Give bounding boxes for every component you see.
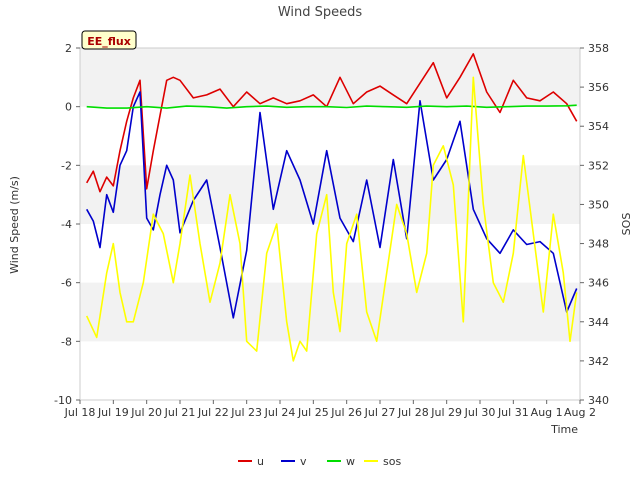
- x-tick-label: Aug 1: [531, 406, 563, 419]
- y2-tick-label: 352: [588, 159, 609, 172]
- y2-tick-label: 356: [588, 81, 609, 94]
- x-tick-label: Jul 21: [164, 406, 196, 419]
- x-tick-label: Jul 24: [264, 406, 296, 419]
- y-tick-label: -4: [61, 218, 72, 231]
- y2-tick-label: 346: [588, 277, 609, 290]
- x-tick-label: Jul 31: [497, 406, 529, 419]
- background-band: [80, 282, 580, 342]
- y-axis-label: Wind Speed (m/s): [8, 176, 21, 274]
- x-tick-label: Jul 28: [397, 406, 429, 419]
- site-badge-box: [81, 30, 137, 50]
- y-tick-label: -10: [54, 394, 72, 407]
- x-tick-label: Aug 2: [564, 406, 596, 419]
- series-line-u: [86, 53, 578, 193]
- background-bands: [80, 48, 580, 342]
- y-tick-label: -8: [61, 335, 72, 348]
- legend-label-v: v: [300, 455, 307, 468]
- y-axis-ticks: -10 -8 -6 -4 -2 0 2: [54, 42, 80, 407]
- series-line-sos: [85, 76, 578, 362]
- y-tick-label: -2: [61, 159, 72, 172]
- x-tick-label: Jul 20: [130, 406, 162, 419]
- series-line-w: [86, 104, 577, 109]
- y2-tick-label: 348: [588, 238, 609, 251]
- y-tick-label: 2: [65, 42, 72, 55]
- site-badge: EE_flux: [81, 30, 137, 50]
- x-tick-label: Jul 19: [97, 406, 129, 419]
- site-badge-label: EE_flux: [87, 35, 131, 48]
- x-tick-label: Jul 23: [230, 406, 262, 419]
- y-tick-label: -6: [61, 277, 72, 290]
- legend-label-u: u: [257, 455, 264, 468]
- x-tick-label: Jul 18: [64, 406, 96, 419]
- x-tick-label: Jul 25: [297, 406, 329, 419]
- x-tick-label: Jul 26: [330, 406, 362, 419]
- series-line-v: [86, 91, 578, 319]
- y2-tick-label: 344: [588, 316, 609, 329]
- legend-label-sos: sos: [383, 455, 401, 468]
- chart-title: Wind Speeds: [278, 5, 363, 20]
- x-tick-label: Jul 29: [430, 406, 462, 419]
- x-tick-label: Jul 22: [197, 406, 229, 419]
- x-axis-label: Time: [550, 423, 578, 436]
- x-tick-label: Jul 27: [364, 406, 396, 419]
- y2-tick-label: 358: [588, 42, 609, 55]
- y2-tick-label: 342: [588, 355, 609, 368]
- y2-tick-label: 350: [588, 198, 609, 211]
- legend: u v w sos: [238, 455, 401, 468]
- background-band: [80, 165, 580, 224]
- y2-tick-label: 354: [588, 120, 609, 133]
- y-tick-label: 0: [65, 101, 72, 114]
- legend-label-w: w: [346, 455, 355, 468]
- y2-axis-label: SOS: [620, 213, 633, 236]
- y2-axis-ticks: 340 342 344 346 348 350 352 354 356 358: [580, 42, 609, 407]
- x-axis-ticks: Jul 18 Jul 19 Jul 20 Jul 21 Jul 22 Jul 23 Jul …: [64, 400, 596, 419]
- x-tick-label: Jul 30: [464, 406, 496, 419]
- y2-tick-label: 340: [588, 394, 609, 407]
- series-group: [85, 53, 578, 362]
